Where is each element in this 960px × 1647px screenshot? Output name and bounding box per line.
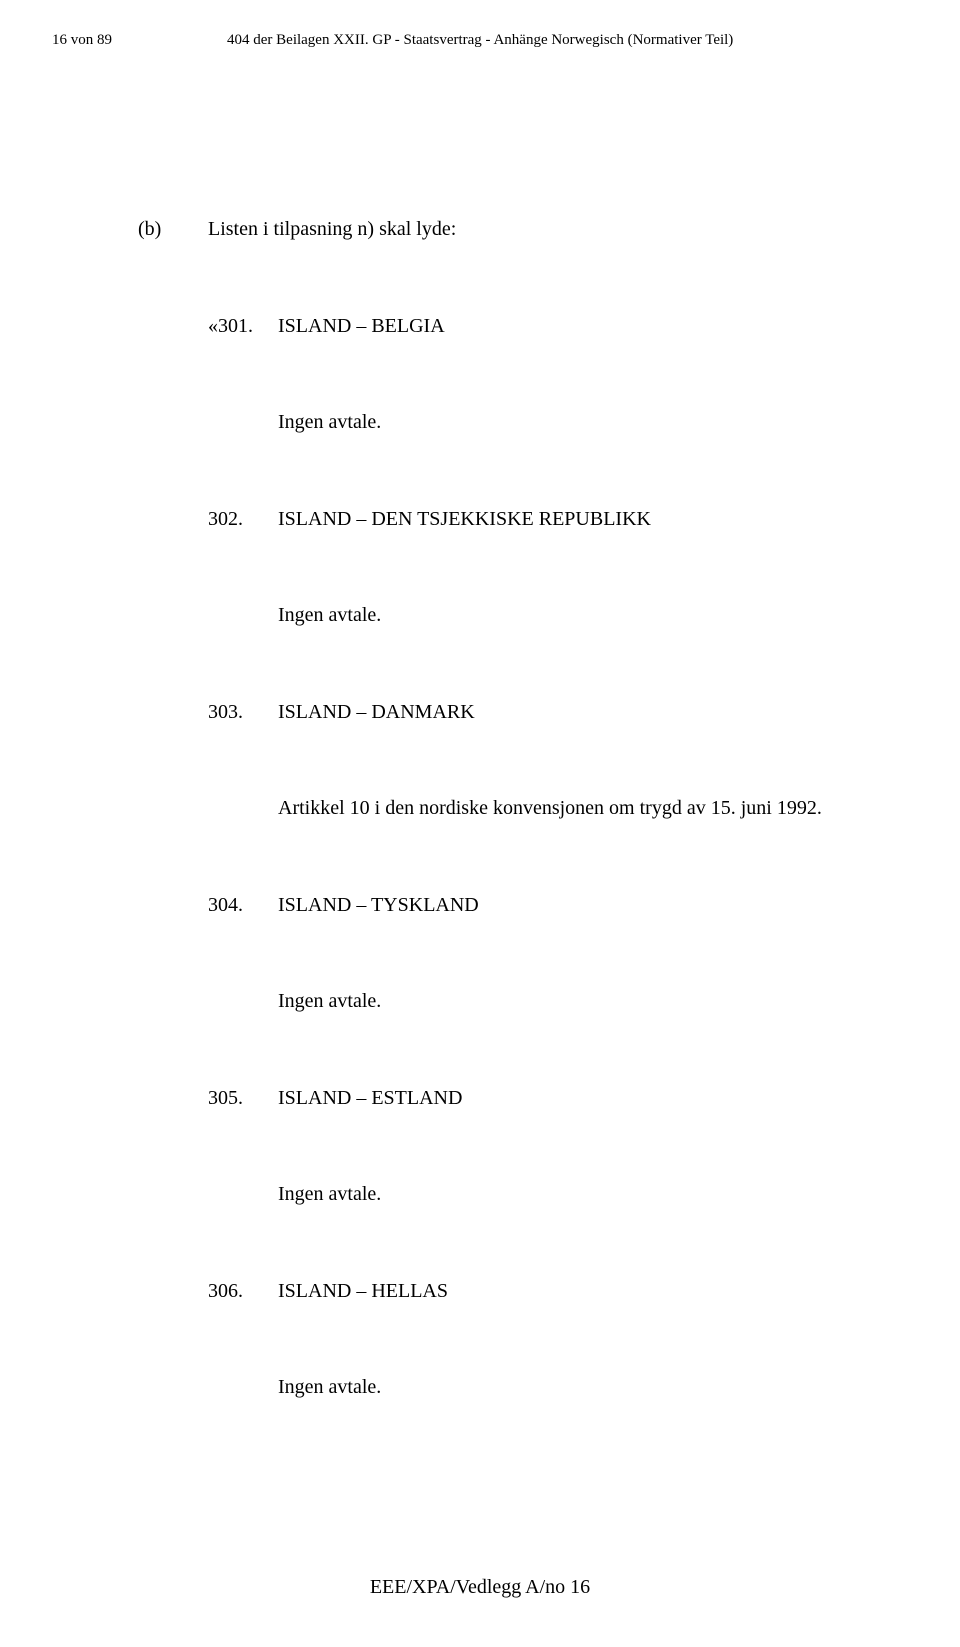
section-intro: (b) Listen i tilpasning n) skal lyde: bbox=[138, 218, 860, 241]
entry-body: Ingen avtale. bbox=[278, 990, 860, 1013]
entry-title: ISLAND – DEN TSJEKKISKE REPUBLIKK bbox=[278, 508, 651, 530]
entry-303: 303.ISLAND – DANMARK Artikkel 10 i den n… bbox=[208, 697, 860, 820]
entry-number: «301. bbox=[208, 311, 278, 341]
entry-body: Ingen avtale. bbox=[278, 1376, 860, 1399]
entry-body: Ingen avtale. bbox=[278, 411, 860, 434]
entry-body: Ingen avtale. bbox=[278, 1183, 860, 1206]
section-marker: (b) bbox=[138, 218, 161, 241]
entry-304: 304.ISLAND – TYSKLAND Ingen avtale. bbox=[208, 890, 860, 1013]
page-container: 16 von 89 404 der Beilagen XXII. GP - St… bbox=[0, 0, 960, 1647]
entry-number: 305. bbox=[208, 1083, 278, 1113]
entry-title: ISLAND – TYSKLAND bbox=[278, 894, 479, 916]
entry-title: ISLAND – HELLAS bbox=[278, 1280, 448, 1302]
header-document-title: 404 der Beilagen XXII. GP - Staatsvertra… bbox=[227, 32, 733, 49]
entry-number: 302. bbox=[208, 504, 278, 534]
entry-306: 306.ISLAND – HELLAS Ingen avtale. bbox=[208, 1276, 860, 1399]
entry-302: 302.ISLAND – DEN TSJEKKISKE REPUBLIKK In… bbox=[208, 504, 860, 627]
section-intro-text: Listen i tilpasning n) skal lyde: bbox=[208, 218, 860, 241]
entry-305: 305.ISLAND – ESTLAND Ingen avtale. bbox=[208, 1083, 860, 1206]
entry-301: «301.ISLAND – BELGIA Ingen avtale. bbox=[208, 311, 860, 434]
page-footer: EEE/XPA/Vedlegg A/no 16 bbox=[0, 1576, 960, 1599]
entry-heading: 305.ISLAND – ESTLAND bbox=[208, 1083, 860, 1113]
entry-body: Artikkel 10 i den nordiske konvensjonen … bbox=[278, 797, 860, 820]
entry-heading: 303.ISLAND – DANMARK bbox=[208, 697, 860, 727]
entry-number: 303. bbox=[208, 697, 278, 727]
entry-title: ISLAND – DANMARK bbox=[278, 701, 475, 723]
entry-number: 304. bbox=[208, 890, 278, 920]
entry-heading: 302.ISLAND – DEN TSJEKKISKE REPUBLIKK bbox=[208, 504, 860, 534]
entry-heading: 304.ISLAND – TYSKLAND bbox=[208, 890, 860, 920]
entry-heading: 306.ISLAND – HELLAS bbox=[208, 1276, 860, 1306]
header-page-number: 16 von 89 bbox=[52, 32, 112, 49]
entry-heading: «301.ISLAND – BELGIA bbox=[208, 311, 860, 341]
entry-number: 306. bbox=[208, 1276, 278, 1306]
entry-body: Ingen avtale. bbox=[278, 604, 860, 627]
entry-title: ISLAND – ESTLAND bbox=[278, 1087, 462, 1109]
main-content: (b) Listen i tilpasning n) skal lyde: «3… bbox=[138, 218, 860, 1469]
entry-title: ISLAND – BELGIA bbox=[278, 315, 445, 337]
